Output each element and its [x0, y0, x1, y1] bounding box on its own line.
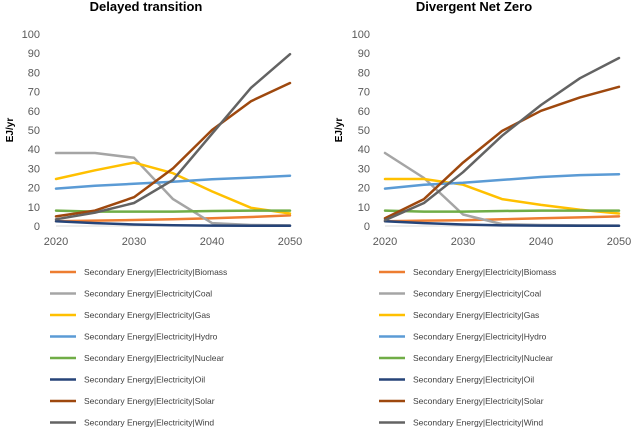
legend-label: Secondary Energy|Electricity|Gas [413, 310, 539, 320]
y-tick-label: 100 [22, 29, 40, 41]
series-line-gas [54, 161, 292, 215]
y-tick-label: 20 [28, 183, 40, 195]
y-tick-label: 50 [358, 125, 370, 137]
y-tick-label: 80 [358, 67, 370, 79]
x-tick-label: 2030 [122, 236, 146, 248]
legend-label: Secondary Energy|Electricity|Hydro [84, 332, 218, 342]
series-line-coal [383, 151, 621, 227]
legend-label: Secondary Energy|Electricity|Biomass [413, 267, 556, 277]
legend-item: Secondary Energy|Electricity|Gas [50, 310, 210, 320]
legend-label: Secondary Energy|Electricity|Oil [413, 375, 534, 385]
legend-label: Secondary Energy|Electricity|Wind [84, 418, 214, 428]
legend-item: Secondary Energy|Electricity|Nuclear [379, 353, 553, 363]
y-tick-label: 20 [358, 183, 370, 195]
series-line-wind [383, 56, 621, 222]
y-tick-label: 50 [28, 125, 40, 137]
x-tick-label: 2050 [607, 236, 631, 248]
legend-item: Secondary Energy|Electricity|Hydro [50, 332, 218, 342]
y-tick-label: 0 [364, 221, 370, 233]
legend-item: Secondary Energy|Electricity|Nuclear [50, 353, 224, 363]
legend-item: Secondary Energy|Electricity|Wind [379, 418, 543, 428]
series-line-nuclear [383, 209, 621, 213]
series-line-solar [54, 81, 292, 218]
legend-label: Secondary Energy|Electricity|Solar [413, 396, 544, 406]
legend-item: Secondary Energy|Electricity|Coal [379, 289, 541, 299]
x-tick-label: 2040 [529, 236, 553, 248]
y-tick-label: 10 [28, 202, 40, 214]
legend-label: Secondary Energy|Electricity|Oil [84, 375, 205, 385]
series-line-hydro [383, 172, 621, 190]
y-tick-label: 40 [28, 144, 40, 156]
legend-item: Secondary Energy|Electricity|Wind [50, 418, 214, 428]
y-tick-label: 30 [358, 163, 370, 175]
legend-item: Secondary Energy|Electricity|Coal [50, 289, 212, 299]
legend-item: Secondary Energy|Electricity|Biomass [379, 267, 556, 277]
series-line-oil [54, 219, 292, 228]
y-tick-label: 80 [28, 67, 40, 79]
y-tick-label: 70 [28, 87, 40, 99]
legend-label: Secondary Energy|Electricity|Biomass [84, 267, 227, 277]
series-line-wind [54, 52, 292, 221]
y-axis-label: EJ/yr [334, 118, 345, 143]
legend-label: Secondary Energy|Electricity|Wind [413, 418, 543, 428]
legend-label: Secondary Energy|Electricity|Nuclear [413, 353, 553, 363]
y-tick-label: 30 [28, 163, 40, 175]
legend-item: Secondary Energy|Electricity|Biomass [50, 267, 227, 277]
y-tick-label: 90 [358, 48, 370, 60]
legend-label: Secondary Energy|Electricity|Solar [84, 396, 215, 406]
y-tick-label: 40 [358, 144, 370, 156]
chart-panel-divergent-net-zero: Divergent Net Zero EJ/yr 010203040506070… [334, 0, 631, 428]
series-line-biomass [383, 215, 621, 223]
legend-label: Secondary Energy|Electricity|Nuclear [84, 353, 224, 363]
chart-panel-delayed-transition: Delayed transition EJ/yr 010203040506070… [5, 0, 302, 428]
y-tick-label: 60 [28, 106, 40, 118]
x-tick-label: 2020 [44, 236, 68, 248]
y-tick-label: 90 [28, 48, 40, 60]
series-line-coal [54, 151, 292, 227]
series-line-solar [383, 85, 621, 220]
legend-label: Secondary Energy|Electricity|Coal [413, 289, 541, 299]
y-axis-label: EJ/yr [5, 118, 16, 143]
legend-label: Secondary Energy|Electricity|Coal [84, 289, 212, 299]
x-tick-label: 2050 [278, 236, 302, 248]
chart-title: Delayed transition [90, 0, 203, 14]
legend-item: Secondary Energy|Electricity|Solar [50, 396, 215, 406]
legend-item: Secondary Energy|Electricity|Oil [379, 375, 534, 385]
series-line-oil [383, 219, 621, 228]
y-tick-label: 100 [352, 29, 370, 41]
legend-item: Secondary Energy|Electricity|Solar [379, 396, 544, 406]
y-tick-label: 0 [34, 221, 40, 233]
legend-item: Secondary Energy|Electricity|Gas [379, 310, 539, 320]
legend-label: Secondary Energy|Electricity|Hydro [413, 332, 547, 342]
x-tick-label: 2030 [451, 236, 475, 248]
legend-label: Secondary Energy|Electricity|Gas [84, 310, 210, 320]
x-tick-label: 2040 [200, 236, 224, 248]
legend-item: Secondary Energy|Electricity|Hydro [379, 332, 547, 342]
legend-item: Secondary Energy|Electricity|Oil [50, 375, 205, 385]
y-tick-label: 10 [358, 202, 370, 214]
chart-title: Divergent Net Zero [416, 0, 532, 14]
series-line-biomass [54, 214, 292, 223]
y-tick-label: 60 [358, 106, 370, 118]
series-line-hydro [54, 174, 292, 190]
y-tick-label: 70 [358, 87, 370, 99]
x-tick-label: 2020 [373, 236, 397, 248]
